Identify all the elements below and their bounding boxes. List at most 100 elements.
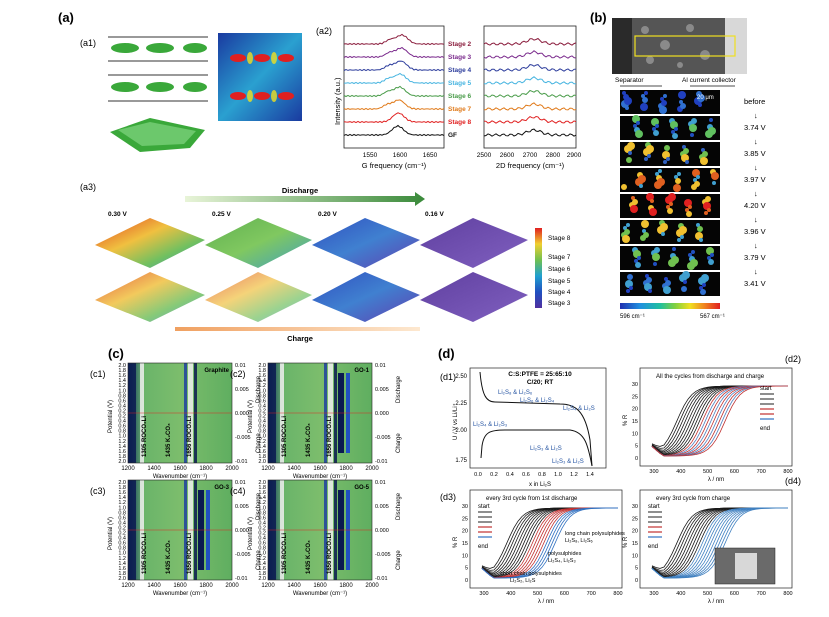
c-ytick: 0.6 [118, 424, 126, 430]
c-ytick: 1.0 [258, 434, 266, 440]
d4-ytick: 15 [632, 541, 638, 547]
a2-2d-xlabel: 2D frequency (cm⁻¹) [496, 161, 565, 170]
c-ytick: 2.0 [258, 576, 266, 582]
c-ytick: 1.8 [258, 454, 266, 460]
d2-ytick: 5 [635, 444, 638, 450]
a2-stage-label: Stage 4 [448, 67, 472, 74]
b-voltage-step: 3.96 V [744, 227, 766, 236]
b-particle [646, 277, 652, 283]
panel-label-c4: (c4) [230, 486, 246, 496]
b-particle [661, 232, 665, 236]
b-particle [649, 208, 657, 216]
c-ytick: 0.4 [118, 419, 126, 425]
a2-stage-label: Stage 6 [448, 93, 472, 100]
b-particle [709, 118, 713, 122]
c-ytick: 1.2 [118, 500, 126, 506]
b-down-arrow-icon: ↓ [754, 241, 758, 250]
b-particle [690, 259, 698, 267]
d1-ytick: 2.25 [455, 401, 467, 407]
panel-label-a2: (a2) [316, 26, 332, 36]
c-ytick: 1.6 [118, 449, 126, 455]
b-particle [696, 223, 700, 227]
a3-voltage: 0.25 V [212, 211, 231, 218]
a2-g-band-curve [343, 33, 445, 46]
c-colorbar-tick: -0.005 [375, 552, 391, 558]
c-xtick: 2000 [225, 466, 239, 472]
d1-ytick: 1.75 [455, 458, 467, 464]
c-ytick: 0.6 [118, 398, 126, 404]
b-particle [644, 91, 648, 95]
d3-xtick: 800 [613, 591, 622, 597]
b-particle [655, 172, 659, 176]
d2-xlabel: λ / nm [708, 477, 724, 483]
c-ylabel: Potential (V) [248, 517, 254, 550]
b-particle [658, 169, 662, 173]
b-particle [673, 184, 681, 192]
d1-annotation: Li₂S₈ & Li₂S₆ [498, 390, 533, 396]
b-particle [689, 124, 697, 132]
c-xtick: 1800 [339, 466, 353, 472]
c-ytick: 0.2 [258, 525, 266, 531]
d1-ylabel: U / V vs Li/Li⁺ [452, 403, 459, 440]
b-particle [638, 175, 646, 183]
c-colorbar-tick: -0.005 [375, 435, 391, 441]
c-colorbar-tick: 0.005 [375, 504, 389, 510]
c-ftir-panels: (c1) Graphite 1305 ROCO₂Li 1435 K₂CO₃ 1656 R… [90, 362, 402, 597]
c-ytick: 2.0 [118, 576, 126, 582]
b-down-arrow-icon: ↓ [754, 189, 758, 198]
b-particle [635, 130, 643, 138]
a3-legend-item: Stage 3 [548, 300, 571, 307]
b-down-arrow-icon: ↓ [754, 163, 758, 172]
c-ytick: 0.2 [118, 408, 126, 414]
d4-frame [639, 489, 793, 589]
c-band-label: 1656 ROCO₂Li [187, 416, 193, 457]
d2-ylabel: % R [623, 414, 629, 426]
c-frame [267, 362, 373, 464]
d3-xtick: 700 [587, 591, 596, 597]
c-band-label: 1305 ROCO₂Li [142, 533, 148, 574]
d3-annotation: long chain polysulphides [565, 531, 625, 537]
b-particle [664, 145, 670, 151]
c-ytick: 0.4 [118, 403, 126, 409]
b-voltage-step: 3.85 V [744, 149, 766, 158]
b-particle [665, 280, 671, 286]
d1-xtick: 0.6 [522, 472, 530, 478]
b-particle [633, 124, 637, 128]
b-particle [672, 133, 678, 139]
b-particle [642, 229, 646, 233]
b-scale-bar: 20 μm [697, 95, 714, 101]
b-particle [704, 211, 708, 215]
b-particle [630, 205, 638, 213]
a2-2d-band-curve [484, 102, 577, 111]
b-particle [708, 259, 714, 265]
d-reflectance-panels: (d2) All the cycles from discharge and ch… [440, 354, 801, 605]
b-particle [626, 289, 630, 293]
c-ytick: 1.2 [118, 383, 126, 389]
c-ytick: 0.4 [258, 403, 266, 409]
d3-xlabel: λ / nm [538, 599, 554, 605]
b-particle [681, 286, 687, 292]
c-ylabel: Potential (V) [248, 400, 254, 433]
d4-xtick: 700 [757, 591, 766, 597]
c-ytick: 1.8 [258, 571, 266, 577]
d4-xtick: 500 [703, 591, 712, 597]
c-ytick: 1.2 [258, 439, 266, 445]
c-colorbar-tick: 0.000 [375, 528, 389, 534]
d1-xtick: 1.4 [586, 472, 594, 478]
a2-2d-band-curve [483, 89, 577, 98]
c-colorbar-tick: 0.005 [375, 387, 389, 393]
a2-stage-label: Stage 3 [448, 54, 472, 61]
d3-ylabel: % R [453, 536, 459, 548]
a2-2d-band-curve [483, 128, 577, 137]
c-xtick: 1400 [287, 583, 301, 589]
c-colorbar-tick: -0.01 [375, 576, 388, 582]
d1-xtick: 0.0 [474, 472, 482, 478]
d4-xtick: 300 [649, 591, 658, 597]
c-ytick: 1.8 [118, 485, 126, 491]
panel-label-c3: (c3) [90, 486, 106, 496]
c-ytick: 2.0 [118, 363, 126, 369]
b-particle [622, 91, 626, 95]
c-ytick: 1.6 [118, 490, 126, 496]
d4-ytick: 20 [632, 529, 638, 535]
d4-ytick: 25 [632, 516, 638, 522]
